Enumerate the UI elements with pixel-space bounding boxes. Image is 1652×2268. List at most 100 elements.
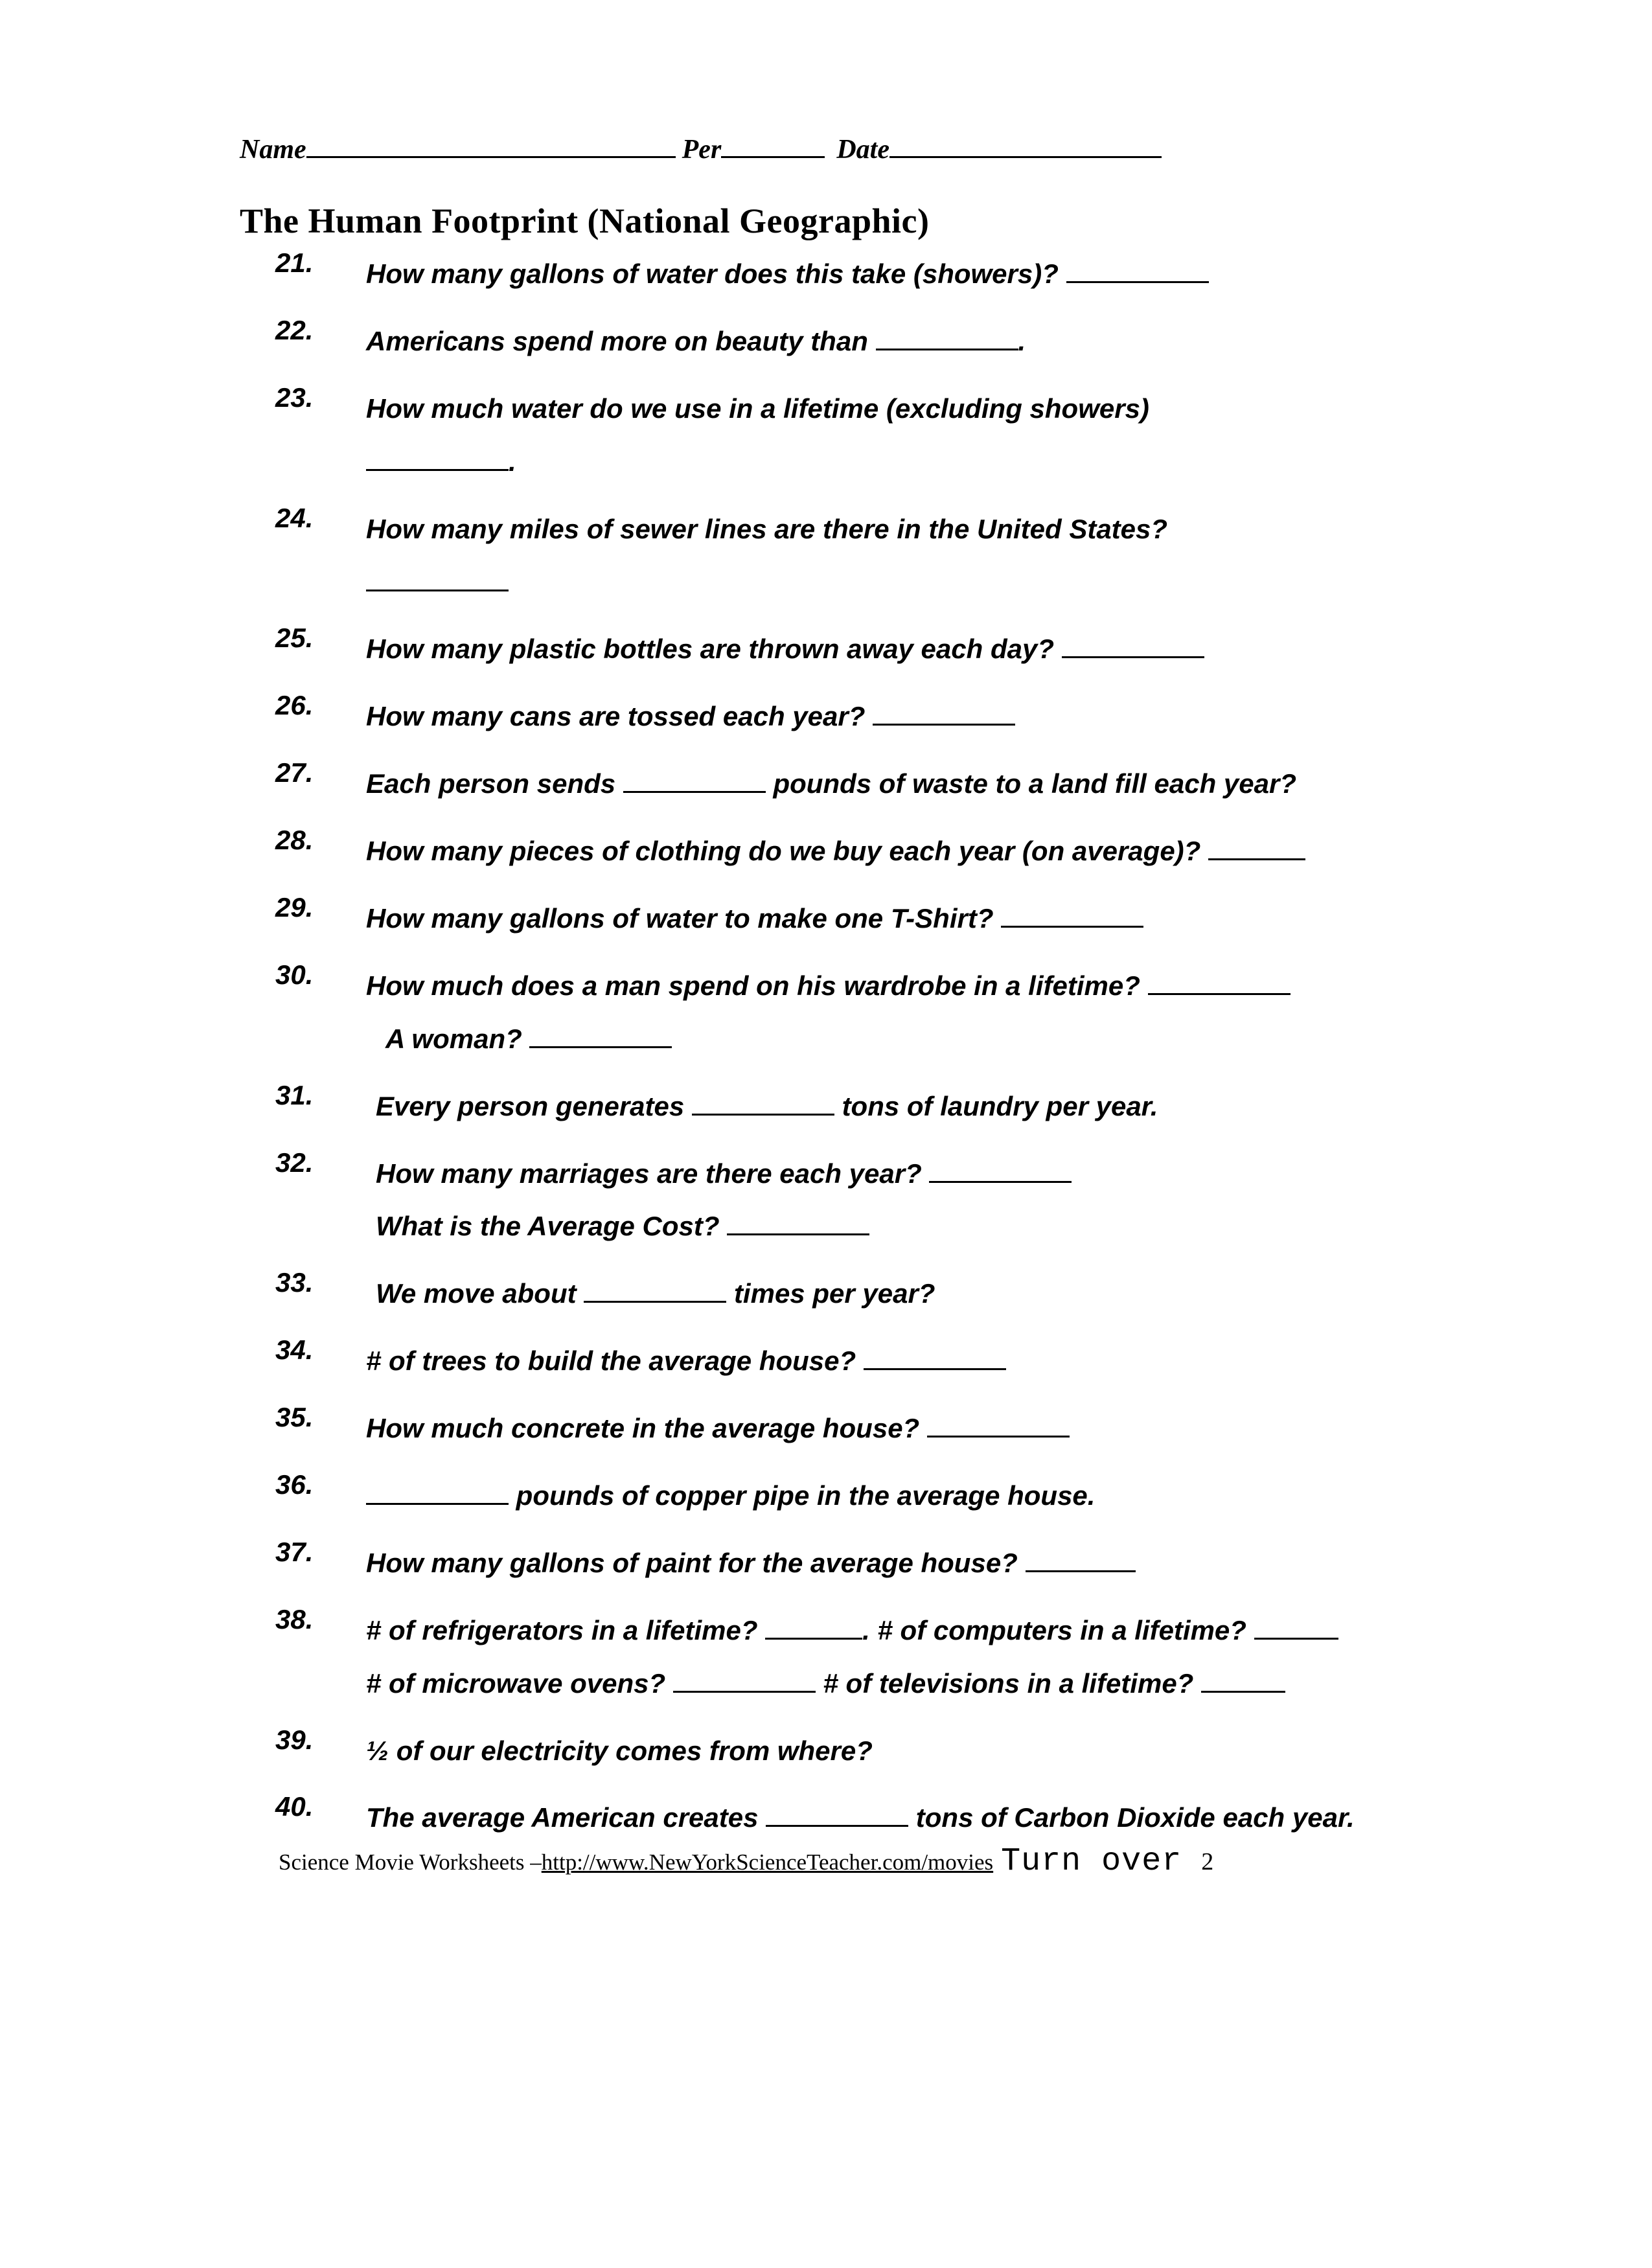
answer-blank[interactable]	[1254, 1612, 1338, 1640]
question-number: 27.	[275, 757, 366, 788]
question-text-segment: times per year?	[726, 1278, 935, 1309]
question-item: 30.How much does a man spend on his ward…	[275, 959, 1406, 1066]
question-text: How many gallons of paint for the averag…	[366, 1537, 1406, 1590]
question-text: How many gallons of water does this take…	[366, 247, 1406, 301]
name-label: Name	[240, 134, 306, 165]
question-number: 30.	[275, 959, 366, 991]
answer-blank[interactable]	[765, 1612, 862, 1640]
question-text-segment: # of televisions in a lifetime?	[816, 1668, 1201, 1699]
answer-blank[interactable]	[1062, 631, 1204, 658]
question-text-segment: How much concrete in the average house?	[366, 1413, 927, 1443]
question-number: 31.	[275, 1080, 366, 1111]
answer-blank[interactable]	[873, 698, 1015, 726]
answer-blank[interactable]	[1208, 833, 1305, 860]
question-text: How many miles of sewer lines are there …	[366, 503, 1406, 609]
question-text-segment: Every person generates	[376, 1091, 692, 1121]
question-item: 29.How many gallons of water to make one…	[275, 892, 1406, 945]
question-number: 24.	[275, 503, 366, 534]
question-text-segment: . # of computers in a lifetime?	[862, 1615, 1254, 1645]
question-text-segment: We move about	[376, 1278, 584, 1309]
question-text: ½ of our electricity comes from where?	[366, 1724, 1406, 1778]
answer-blank[interactable]	[1026, 1545, 1136, 1572]
question-item: 40.The average American creates tons of …	[275, 1791, 1406, 1844]
answer-blank[interactable]	[529, 1021, 672, 1048]
question-number: 36.	[275, 1469, 366, 1500]
answer-blank[interactable]	[366, 1478, 509, 1505]
question-item: 27.Each person sends pounds of waste to …	[275, 757, 1406, 810]
question-text: How much does a man spend on his wardrob…	[366, 959, 1406, 1066]
question-text-segment: How much does a man spend on his wardrob…	[366, 970, 1148, 1001]
question-item: 24.How many miles of sewer lines are the…	[275, 503, 1406, 609]
question-text: # of trees to build the average house?	[366, 1334, 1406, 1388]
answer-blank[interactable]	[766, 1800, 908, 1827]
question-text-segment: How much water do we use in a lifetime (…	[366, 393, 1149, 424]
question-text: Americans spend more on beauty than .	[366, 315, 1406, 368]
question-number: 26.	[275, 690, 366, 721]
question-text-segment: What is the Average Cost?	[376, 1211, 727, 1241]
question-text-segment: How many gallons of paint for the averag…	[366, 1548, 1026, 1578]
question-text-segment: pounds of waste to a land fill each year…	[766, 768, 1296, 799]
answer-blank[interactable]	[927, 1410, 1070, 1438]
question-number: 33.	[275, 1267, 366, 1298]
question-text-segment: How many cans are tossed each year?	[366, 701, 873, 731]
question-text-segment: .	[1018, 326, 1026, 356]
question-text-segment: # of trees to build the average house?	[366, 1346, 864, 1376]
question-number: 38.	[275, 1604, 366, 1635]
answer-blank[interactable]	[864, 1343, 1006, 1370]
page-number: 2	[1201, 1848, 1213, 1876]
question-item: 23.How much water do we use in a lifetim…	[275, 382, 1406, 488]
question-text: How many plastic bottles are thrown away…	[366, 623, 1406, 676]
per-label: Per	[682, 134, 722, 165]
question-number: 29.	[275, 892, 366, 923]
answer-blank[interactable]	[1001, 900, 1143, 928]
question-text: How many marriages are there each year? …	[366, 1147, 1406, 1254]
question-item: 28.How many pieces of clothing do we buy…	[275, 825, 1406, 878]
question-text-segment: ½ of our electricity comes from where?	[366, 1735, 873, 1766]
question-text-segment: pounds of copper pipe in the average hou…	[509, 1480, 1095, 1511]
answer-blank[interactable]	[1148, 968, 1291, 995]
name-blank[interactable]	[306, 130, 676, 158]
question-number: 40.	[275, 1791, 366, 1822]
per-blank[interactable]	[721, 130, 825, 158]
question-item: 34.# of trees to build the average house…	[275, 1334, 1406, 1388]
question-number: 28.	[275, 825, 366, 856]
question-text-segment: How many marriages are there each year?	[376, 1158, 929, 1189]
question-text: How much water do we use in a lifetime (…	[366, 382, 1406, 488]
question-number: 25.	[275, 623, 366, 654]
question-number: 34.	[275, 1334, 366, 1366]
answer-blank[interactable]	[584, 1276, 726, 1303]
question-item: 22.Americans spend more on beauty than .	[275, 315, 1406, 368]
question-item: 38.# of refrigerators in a lifetime? . #…	[275, 1604, 1406, 1710]
date-label: Date	[836, 134, 889, 165]
question-item: 39.½ of our electricity comes from where…	[275, 1724, 1406, 1778]
question-text: How much concrete in the average house?	[366, 1402, 1406, 1455]
answer-blank[interactable]	[727, 1208, 869, 1235]
answer-blank[interactable]	[673, 1666, 816, 1693]
answer-blank[interactable]	[623, 766, 766, 793]
question-text-segment: .	[509, 446, 516, 477]
answer-blank[interactable]	[1201, 1666, 1285, 1693]
question-text-segment: Americans spend more on beauty than	[366, 326, 876, 356]
question-text-segment: How many pieces of clothing do we buy ea…	[366, 836, 1208, 866]
answer-blank[interactable]	[366, 444, 509, 471]
question-text-segment: # of microwave ovens?	[366, 1668, 673, 1699]
question-text: Each person sends pounds of waste to a l…	[366, 757, 1406, 810]
footer-prefix: Science Movie Worksheets –	[279, 1850, 542, 1875]
question-item: 31. Every person generates tons of laundr…	[275, 1080, 1406, 1133]
question-item: 21.How many gallons of water does this t…	[275, 247, 1406, 301]
footer: Science Movie Worksheets – http://www.Ne…	[279, 1843, 1406, 1880]
answer-blank[interactable]	[692, 1088, 834, 1116]
date-blank[interactable]	[889, 130, 1162, 158]
answer-blank[interactable]	[929, 1156, 1072, 1183]
question-text-segment: How many gallons of water does this take…	[366, 258, 1066, 289]
worksheet-page: Name Per Date The Human Footprint (Natio…	[240, 130, 1406, 1859]
question-text: How many pieces of clothing do we buy ea…	[366, 825, 1406, 878]
question-text-segment: Each person sends	[366, 768, 623, 799]
turn-over-text: Turn over	[1001, 1843, 1182, 1880]
question-list: 21.How many gallons of water does this t…	[240, 247, 1406, 1844]
answer-blank[interactable]	[876, 323, 1018, 350]
answer-blank[interactable]	[366, 564, 509, 591]
question-text-segment: # of refrigerators in a lifetime?	[366, 1615, 765, 1645]
answer-blank[interactable]	[1066, 256, 1209, 283]
question-text-segment: tons of laundry per year.	[834, 1091, 1158, 1121]
